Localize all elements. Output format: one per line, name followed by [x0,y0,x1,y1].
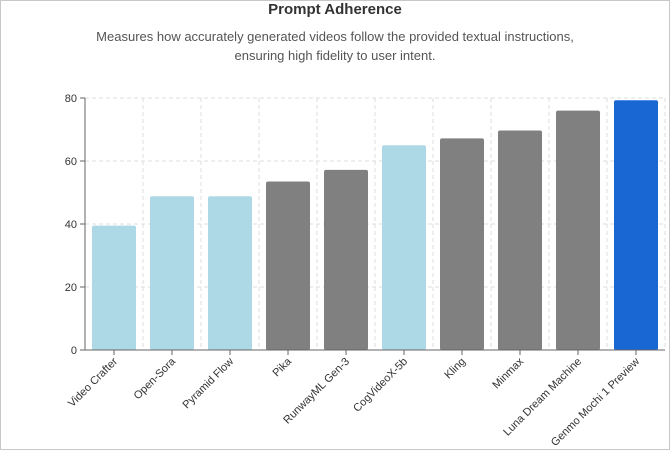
x-axis-labels: Video Crafter Open-Sora Pyramid Flow PikaRu… [66,350,642,449]
bar-pyramid-flow[interactable] [208,196,252,350]
y-tick-label: 20 [65,282,77,294]
x-tick-label: CogVideoX-5b [351,356,410,415]
y-tick-label: 0 [71,345,77,357]
x-tick-label: Pika [270,355,294,379]
bar-minmax[interactable] [498,130,542,350]
bar-kling[interactable] [440,138,484,350]
bar-video-crafter[interactable] [92,225,136,350]
axes [84,98,665,351]
bar-luna-dream-machine[interactable] [556,110,600,350]
bar-pika[interactable] [266,181,310,350]
bar-runwayml-gen-3[interactable] [324,169,368,350]
x-tick-label: Pyramid Flow [181,356,237,412]
chart-subtitle-line-2: ensuring high fidelity to user intent. [234,48,436,63]
chart-subtitle-line-1: Measures how accurately generated videos… [96,29,574,44]
y-axis-ticks: 0 20 40 60 80 [65,93,85,357]
x-tick-label: Open-Sora [132,355,179,402]
x-tick-label: Kling [442,356,468,382]
bars [92,100,658,350]
y-tick-label: 80 [65,93,77,105]
bar-cogvideox-5b[interactable] [382,145,426,350]
chart-subtitle: Measures how accurately generated videos… [60,27,610,65]
x-tick-label: Minmax [490,355,526,391]
bar-genmo-mochi-1-preview[interactable] [614,100,658,350]
bar-open-sora[interactable] [150,196,194,350]
y-tick-label: 60 [65,156,77,168]
y-tick-label: 40 [65,219,77,231]
chart-title: Prompt Adherence [268,1,402,18]
x-tick-label: Video Crafter [66,355,120,409]
